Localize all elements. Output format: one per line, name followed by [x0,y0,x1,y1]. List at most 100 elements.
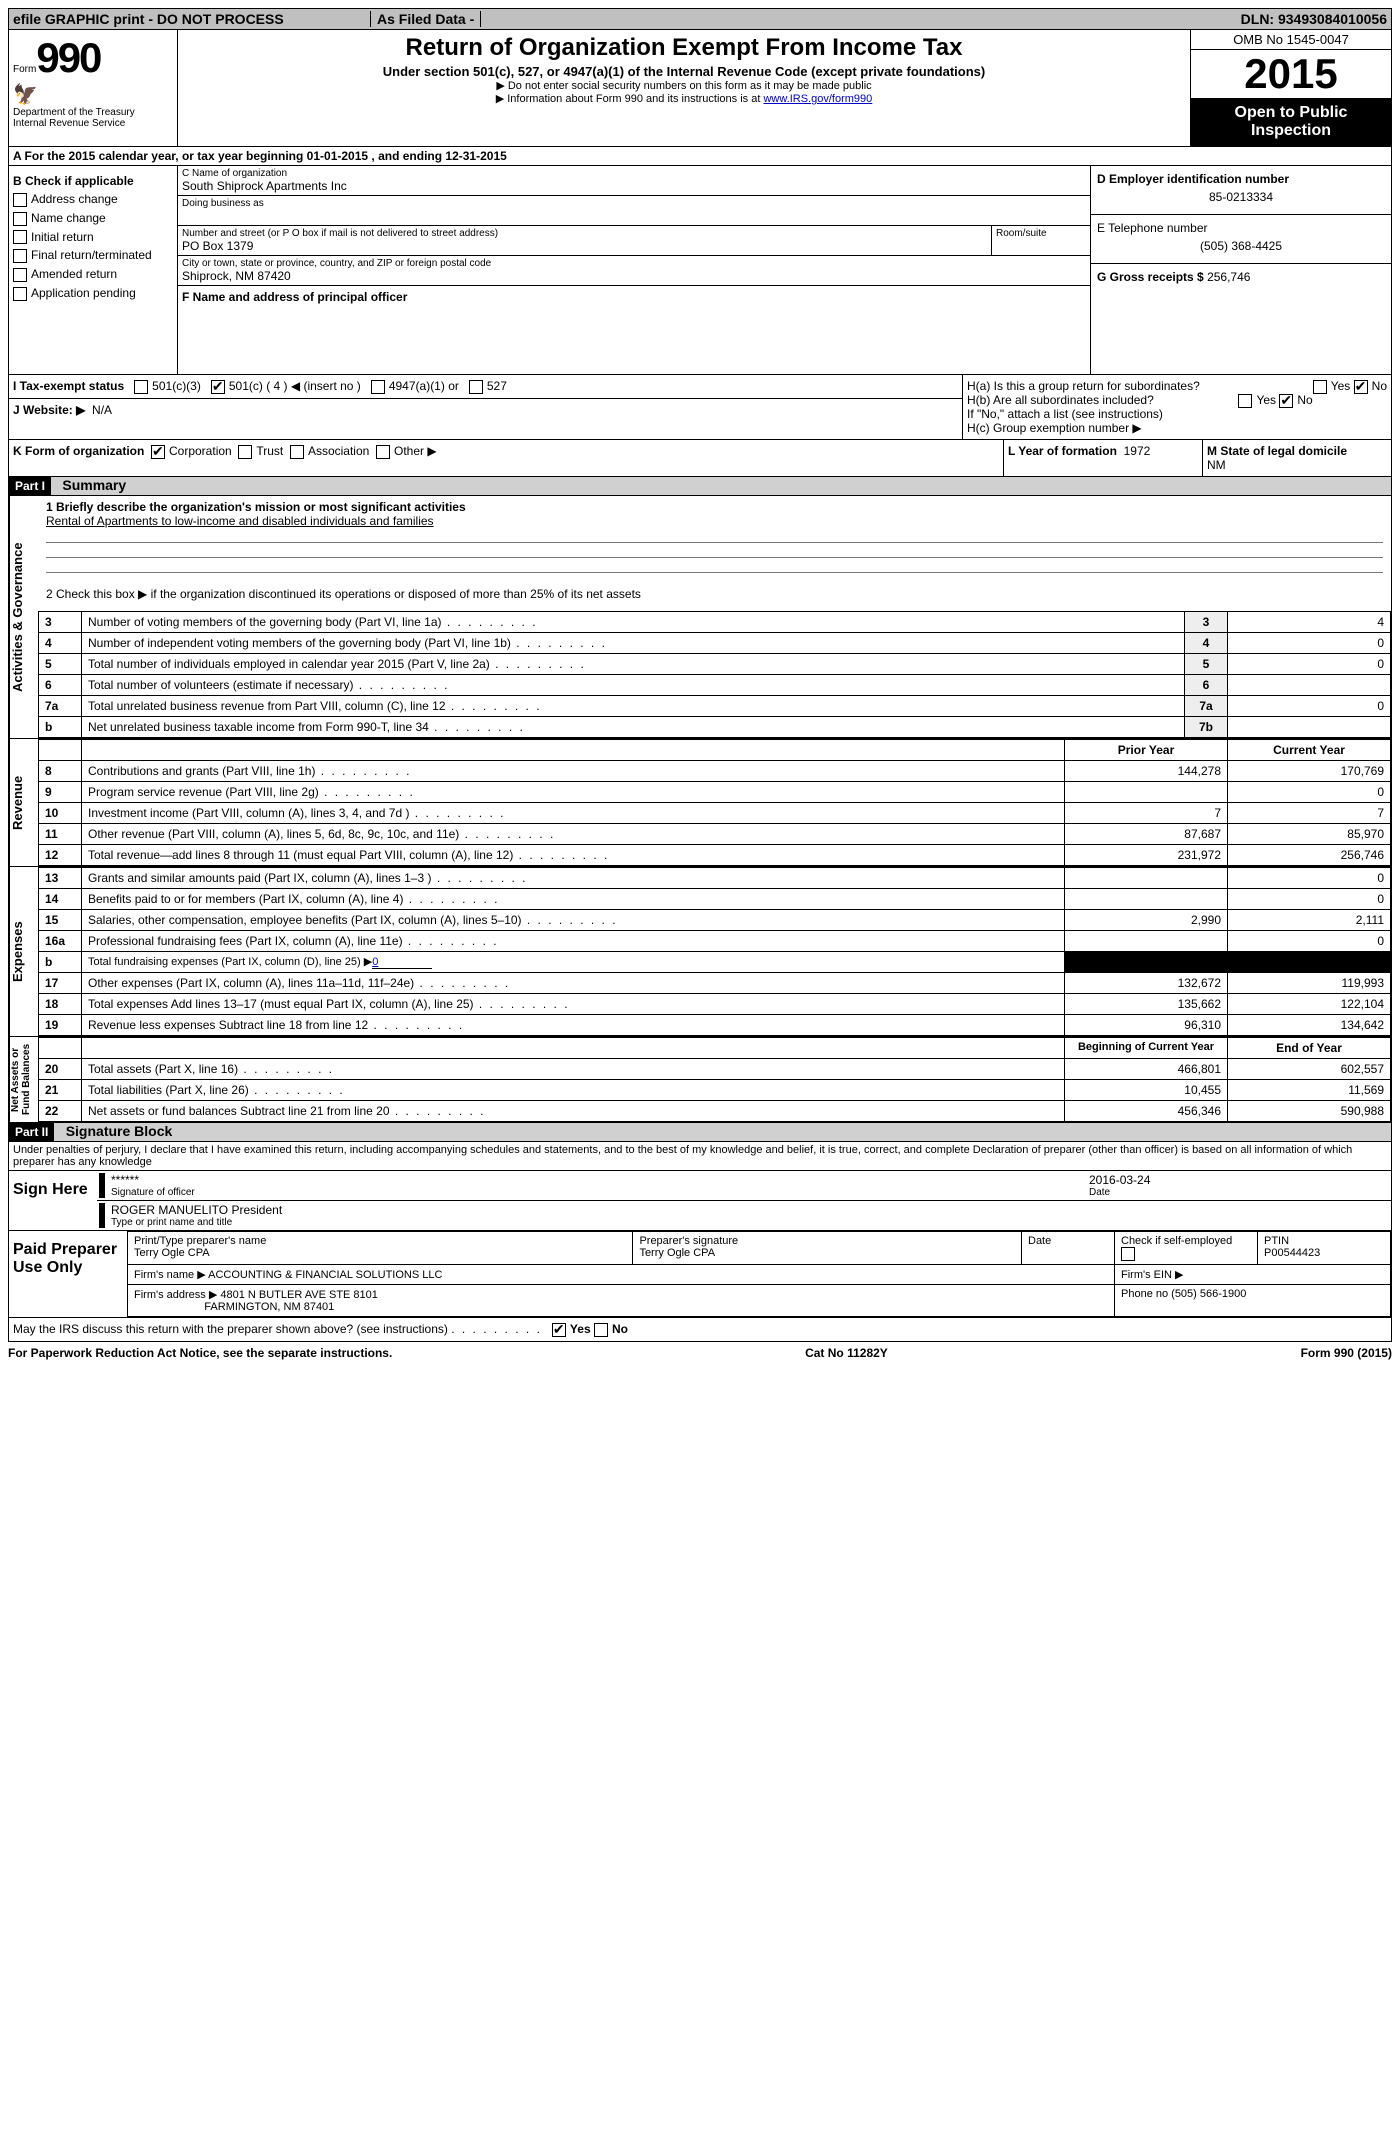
ag-table: 3 Number of voting members of the govern… [38,611,1391,738]
line-num: 12 [39,845,82,866]
curr-val: 7 [1228,803,1391,824]
line-num: b [39,952,82,973]
chk-self-employed[interactable] [1121,1247,1135,1261]
chk-trust[interactable] [238,445,252,459]
may-discuss-row: May the IRS discuss this return with the… [8,1318,1392,1342]
ha-no[interactable] [1354,380,1368,394]
line-val [1228,675,1391,696]
part2-title: Signature Block [58,1123,173,1139]
note-info-pre: ▶ Information about Form 990 and its ins… [496,93,764,105]
line-num: 13 [39,868,82,889]
chk-501c[interactable] [211,380,225,394]
topbar-mid: As Filed Data - [370,11,481,27]
box-c: C Name of organization South Shiprock Ap… [178,166,1090,374]
prior-val: 231,972 [1065,845,1228,866]
line-a-pre: A For the 2015 calendar year, or tax yea… [13,149,307,163]
line-num: 7a [39,696,82,717]
firm-addr1: 4801 N BUTLER AVE STE 8101 [220,1289,378,1301]
line-num: 22 [39,1101,82,1122]
check-initial-return[interactable]: Initial return [13,230,173,245]
chk-lbl-0: Address change [31,192,118,206]
check-amended[interactable]: Amended return [13,267,173,282]
vlabel-expenses: Expenses [9,867,38,1036]
vlabel-revenue: Revenue [9,739,38,866]
chk-527[interactable] [469,380,483,394]
activities-governance: Activities & Governance 1 Briefly descri… [8,496,1392,739]
line-box: 3 [1185,612,1228,633]
chk-lbl-5: Application pending [31,286,136,300]
line-num: 17 [39,973,82,994]
irs-link[interactable]: www.IRS.gov/form990 [763,93,872,105]
line-text: Other expenses (Part IX, column (A), lin… [82,973,1065,994]
vlabel-activities: Activities & Governance [9,496,38,738]
may-yes[interactable] [552,1323,566,1337]
line-l-label: L Year of formation [1008,444,1117,458]
line-text: Total unrelated business revenue from Pa… [82,696,1185,717]
opt-4947: 4947(a)(1) or [389,379,459,393]
may-no[interactable] [594,1323,608,1337]
form-prefix: Form [13,64,36,75]
opt-501c3: 501(c)(3) [152,379,201,393]
line-box: 6 [1185,675,1228,696]
tax-year: 2015 [1191,50,1391,98]
city-label: City or town, state or province, country… [182,258,1086,269]
ha-yes[interactable] [1313,380,1327,394]
note-info: ▶ Information about Form 990 and its ins… [186,92,1182,105]
line-val [1228,717,1391,738]
ptin-lbl: PTIN [1264,1235,1384,1247]
line-k-label: K Form of organization [13,444,144,458]
end-val: 590,988 [1228,1101,1391,1122]
end-val: 11,569 [1228,1080,1391,1101]
line-text: Grants and similar amounts paid (Part IX… [82,868,1065,889]
check-address-change[interactable]: Address change [13,192,173,207]
line-text: Total expenses Add lines 13–17 (must equ… [82,994,1065,1015]
q1-label: 1 Briefly describe the organization's mi… [46,500,466,514]
website-value: N/A [92,403,112,417]
footer-right: Form 990 (2015) [1301,1346,1392,1360]
line-num: 11 [39,824,82,845]
chk-501c3[interactable] [134,380,148,394]
chk-other[interactable] [376,445,390,459]
pt-sig: Terry Ogle CPA [639,1247,1015,1259]
self-emp-lbl: Check if self-employed [1121,1235,1232,1247]
prior-val: 132,672 [1065,973,1228,994]
footer-mid: Cat No 11282Y [805,1346,888,1360]
may-discuss-label: May the IRS discuss this return with the… [13,1322,448,1336]
line-num: 21 [39,1080,82,1101]
opt-527: 527 [487,379,507,393]
sign-here-block: Sign Here ****** Signature of officer 20… [8,1171,1392,1231]
hb-yes[interactable] [1238,394,1252,408]
box-b: B Check if applicable Address change Nam… [9,166,178,374]
hc-label: H(c) Group exemption number ▶ [967,421,1387,435]
check-name-change[interactable]: Name change [13,211,173,226]
box-b-title: B Check if applicable [13,174,173,188]
line-text: Total fundraising expenses (Part IX, col… [82,952,1065,973]
pt-name: Terry Ogle CPA [134,1247,626,1259]
phone-label: E Telephone number [1097,221,1385,235]
line-text: Number of independent voting members of … [82,633,1185,654]
chk-assoc[interactable] [290,445,304,459]
q2-label: 2 Check this box ▶ if the organization d… [38,577,1391,611]
part2-hdr: Part II [9,1123,54,1141]
dba-value [182,209,1086,223]
line-text: Total number of volunteers (estimate if … [82,675,1185,696]
revenue-table: Prior Year Current Year8 Contributions a… [38,739,1391,866]
line-text: Program service revenue (Part VIII, line… [82,782,1065,803]
line-num: 16a [39,931,82,952]
line-val: 0 [1228,633,1391,654]
street-value: PO Box 1379 [182,239,987,253]
prior-val: 7 [1065,803,1228,824]
chk-4947[interactable] [371,380,385,394]
chk-corp[interactable] [151,445,165,459]
signer-name: ROGER MANUELITO President [111,1203,1389,1217]
check-final-return[interactable]: Final return/terminated [13,248,173,263]
check-application-pending[interactable]: Application pending [13,286,173,301]
hb-no[interactable] [1279,394,1293,408]
line-text: Net assets or fund balances Subtract lin… [82,1101,1065,1122]
part2-header-row: Part II Signature Block [8,1123,1392,1142]
end-val: 602,557 [1228,1059,1391,1080]
opt-501c: 501(c) ( 4 ) ◀ (insert no ) [229,379,361,393]
ha-label: H(a) Is this a group return for subordin… [967,379,1200,393]
pt-name-lbl: Print/Type preparer's name [134,1235,626,1247]
curr-val: 256,746 [1228,845,1391,866]
